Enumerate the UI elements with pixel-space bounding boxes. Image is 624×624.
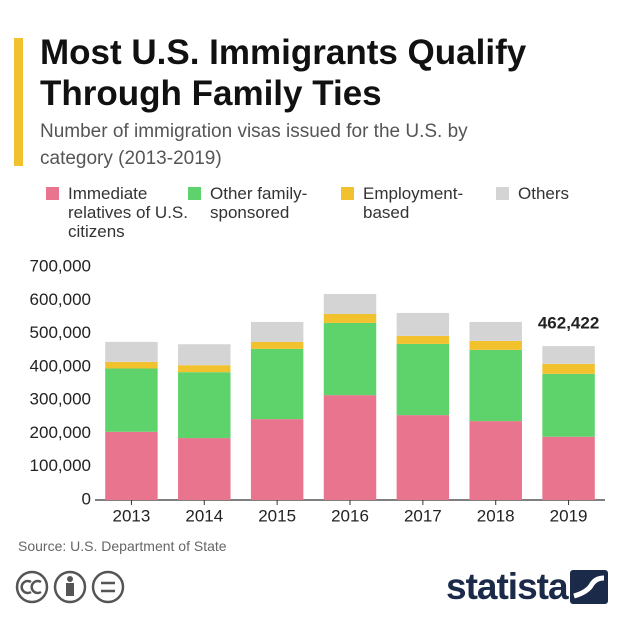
bar-segment: [469, 340, 522, 350]
x-tick-label: 2019: [550, 506, 588, 525]
bar-segment: [178, 438, 231, 500]
bar-segment: [323, 313, 377, 323]
license-icons: [15, 570, 125, 604]
bar-segment: [542, 436, 595, 500]
brand: statista: [446, 566, 569, 607]
bar-segment: [396, 312, 450, 336]
bar-segment: [323, 322, 377, 396]
legend: Immediate relatives of U.S. citizens Othe…: [46, 184, 616, 244]
y-tick-label: 200,000: [30, 423, 91, 442]
y-tick-label: 500,000: [30, 323, 91, 342]
bar-segment: [178, 344, 231, 366]
y-tick-label: 700,000: [30, 256, 91, 275]
bar-segment: [323, 395, 377, 500]
source: Source: U.S. Department of State: [18, 538, 227, 554]
x-tick-label: 2016: [331, 506, 369, 525]
legend-swatch: [496, 187, 509, 200]
y-tick-label: 400,000: [30, 356, 91, 375]
x-tick-label: 2015: [258, 506, 296, 525]
bar-segment: [542, 346, 595, 364]
legend-label: Other family-sponsored: [210, 184, 308, 222]
legend-swatch: [341, 187, 354, 200]
legend-swatch: [46, 187, 59, 200]
y-tick-label: 100,000: [30, 456, 91, 475]
bar-segment: [396, 343, 450, 416]
bar-segment: [323, 293, 377, 314]
chart: 0 100,000 200,000 300,000 400,000 500,000 600,…: [30, 256, 605, 525]
bar-segment: [178, 365, 231, 373]
legend-label: Employment-based: [363, 184, 464, 222]
x-tick-label: 2014: [185, 506, 223, 525]
bar-segment: [105, 368, 158, 432]
chart-subtitle: Number of immigration visas issued for t…: [40, 121, 468, 169]
bar-segment: [396, 335, 450, 344]
bar-segment: [178, 372, 231, 439]
bar-segment: [469, 349, 522, 422]
bar-segment: [469, 321, 522, 341]
legend-label: Immediate relatives of U.S. citizens: [68, 184, 188, 241]
x-tick-label: 2013: [113, 506, 151, 525]
bar-segment: [250, 419, 304, 500]
x-tick-label: 2017: [404, 506, 442, 525]
x-tick-label: 2018: [477, 506, 515, 525]
bar-segment: [542, 363, 595, 374]
legend-swatch: [188, 187, 201, 200]
total-label: 462,422: [538, 314, 599, 333]
bar-segment: [105, 341, 158, 362]
chart-title: Most U.S. Immigrants Qualify Through Fam…: [40, 33, 527, 113]
y-tick-label: 0: [82, 489, 91, 508]
legend-label: Others: [518, 184, 570, 203]
brand-logo: [570, 570, 608, 604]
bar-segment: [105, 361, 158, 369]
bar-segment: [469, 421, 522, 500]
bar-segment: [105, 431, 158, 500]
y-tick-label: 300,000: [30, 390, 91, 409]
accent-bar: [14, 38, 23, 166]
bar-segment: [542, 373, 595, 437]
bar-segment: [250, 348, 304, 420]
bar-segment: [396, 415, 450, 500]
y-tick-label: 600,000: [30, 290, 91, 309]
bar-segment: [250, 321, 304, 342]
bar-segment: [250, 341, 304, 349]
